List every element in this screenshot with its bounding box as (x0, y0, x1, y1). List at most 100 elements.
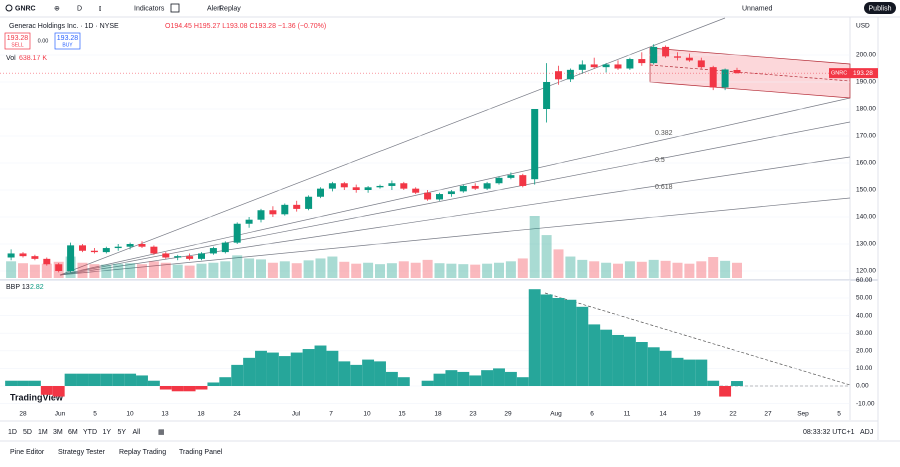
interval[interactable]: D (77, 5, 82, 12)
fib-label: 0.618 (655, 184, 673, 191)
open: O194.45 (165, 23, 192, 30)
candle-body (697, 60, 705, 68)
fan-line (59, 156, 851, 276)
bbp-bar (695, 359, 708, 386)
bbp-bar (707, 380, 720, 386)
x-tick-label: 10 (363, 411, 371, 418)
buy[interactable]: BUY (62, 42, 73, 48)
spread: 0.00 (38, 38, 49, 44)
y-tick-label: 20.00 (856, 348, 873, 355)
search-icon[interactable] (5, 4, 13, 12)
sell[interactable]: SELL (11, 42, 23, 48)
timeframe[interactable]: 5Y (118, 429, 127, 436)
bottom-tab[interactable]: Pine Editor (10, 449, 45, 456)
candle-body (388, 183, 396, 186)
volume-bar (636, 261, 647, 278)
sell-price[interactable]: 193.28 (7, 35, 29, 42)
symbol-tag-bg (829, 68, 850, 79)
candle-body (412, 188, 420, 193)
candle-body (209, 248, 217, 254)
layout-name[interactable]: Unnamed (742, 5, 772, 12)
bottom-tab[interactable]: Strategy Tester (58, 449, 106, 456)
candle-body (685, 57, 693, 61)
volume-bar (613, 263, 623, 278)
bbp-bar (40, 386, 53, 395)
adj[interactable]: ADJ (860, 429, 873, 436)
x-tick-label: 27 (764, 411, 772, 418)
volume-bar (351, 263, 362, 278)
x-tick-label: 18 (197, 411, 205, 418)
layout-icon[interactable] (170, 3, 180, 13)
candle-body (590, 64, 598, 68)
volume-bar (660, 260, 671, 278)
timeframe[interactable]: 3M (53, 429, 63, 436)
candle-body (555, 71, 562, 80)
candle-body (650, 46, 658, 64)
buy-price[interactable]: 193.28 (57, 35, 79, 42)
candle-body (7, 253, 15, 258)
volume-bar (410, 262, 421, 278)
timeframe[interactable]: 1Y (103, 429, 112, 436)
candle-body (114, 246, 122, 249)
candle-body (400, 183, 408, 189)
candle-body (447, 191, 455, 195)
chart-type-icon[interactable]: ⫾ (99, 5, 101, 12)
volume-bar (291, 263, 302, 278)
timeframe[interactable]: 5D (23, 429, 32, 436)
y-tick-label: 0.00 (856, 383, 869, 390)
volume-bar (672, 262, 683, 278)
volume-bar (101, 264, 112, 278)
bbp-bar (136, 375, 148, 386)
fan-line (59, 197, 851, 276)
timeframe[interactable]: 6M (68, 429, 78, 436)
x-tick-label: 6 (590, 411, 594, 418)
volume-bar (696, 261, 707, 278)
candle-body (495, 177, 503, 184)
date-range-icon[interactable]: ▦ (158, 429, 165, 436)
bottom-tab[interactable]: Replay Trading (119, 449, 166, 456)
alert[interactable]: Alert (207, 5, 221, 12)
bbp-bar (88, 373, 101, 386)
bbp-bar (457, 371, 470, 386)
indicators[interactable]: Indicators (134, 5, 165, 12)
publish-button[interactable] (864, 2, 896, 14)
volume-bar (327, 256, 338, 278)
timeframe[interactable]: 1D (8, 429, 17, 436)
sell-button[interactable] (4, 32, 31, 50)
candle-body (126, 244, 134, 247)
candle-body (293, 204, 301, 209)
replay[interactable]: Replay (219, 5, 241, 12)
timeframe[interactable]: YTD (83, 429, 97, 436)
symbol[interactable]: GNRC (15, 5, 36, 12)
bbp-bar (52, 386, 65, 397)
bbp-bar (124, 373, 137, 386)
bbp-bar (469, 375, 482, 386)
bbp-bar (171, 386, 184, 392)
bbp-bar (290, 352, 303, 386)
add-icon[interactable]: ⊕ (54, 5, 60, 12)
buy-button[interactable] (54, 32, 81, 50)
x-tick-label: 5 (837, 411, 841, 418)
volume-bar (77, 262, 88, 278)
x-tick-label: Aug (550, 411, 562, 418)
volume-bar (303, 260, 314, 278)
bbp-bar (731, 381, 743, 386)
bbp-bar (421, 380, 434, 386)
volume-bar (220, 261, 231, 278)
publish[interactable]: Publish (869, 5, 892, 12)
volume-bar (160, 262, 171, 278)
bbp-bar (552, 298, 565, 386)
x-tick-label: 7 (329, 411, 333, 418)
y-tick-label: 60.00 (856, 277, 873, 284)
x-tick-label: 11 (624, 411, 631, 418)
bbp-bar (5, 380, 18, 386)
timeframe[interactable]: All (133, 429, 141, 436)
bbp-bar (350, 364, 363, 386)
change: −1.36 (−0.70%) (278, 23, 326, 30)
instrument-name: Generac Holdings Inc. · 1D · NYSE (9, 23, 119, 30)
bbp-bar (397, 377, 410, 386)
timeframe[interactable]: 1M (38, 429, 48, 436)
bottom-tab[interactable]: Trading Panel (179, 449, 223, 456)
bbp-bar (623, 336, 636, 386)
